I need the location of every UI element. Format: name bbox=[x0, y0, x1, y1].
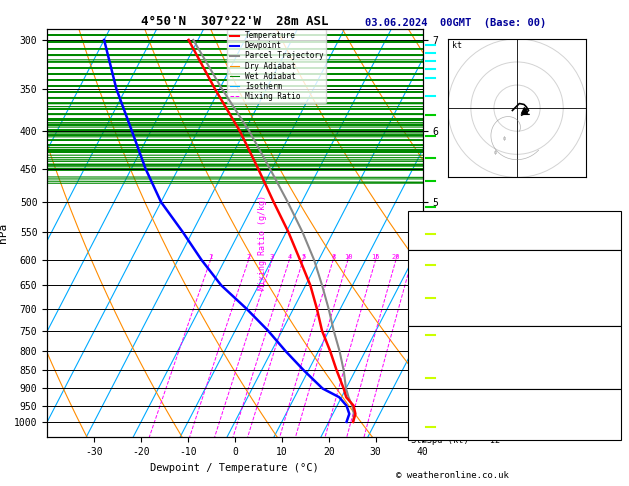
Text: StmDir      128°: StmDir 128° bbox=[411, 424, 495, 434]
Text: 15: 15 bbox=[371, 254, 380, 260]
Text: Pressure (mb) 975: Pressure (mb) 975 bbox=[411, 338, 500, 347]
Text: StmSpd (kt)    12: StmSpd (kt) 12 bbox=[411, 436, 500, 445]
Text: Temp (°C)      25.2: Temp (°C) 25.2 bbox=[411, 262, 511, 272]
Text: Surface: Surface bbox=[496, 253, 533, 262]
Text: θₑ(K)           350: θₑ(K) 350 bbox=[411, 286, 511, 295]
Text: Lifted Index   -2: Lifted Index -2 bbox=[411, 361, 500, 370]
Text: 8: 8 bbox=[331, 254, 335, 260]
Text: CAPE (J)       501: CAPE (J) 501 bbox=[411, 309, 505, 318]
Text: 20: 20 bbox=[392, 254, 400, 260]
Legend: Temperature, Dewpoint, Parcel Trajectory, Dry Adiabat, Wet Adiabat, Isotherm, Mi: Temperature, Dewpoint, Parcel Trajectory… bbox=[228, 29, 326, 104]
Text: Dewp (°C)      23.8: Dewp (°C) 23.8 bbox=[411, 274, 511, 283]
Text: Most Unstable: Most Unstable bbox=[479, 329, 550, 338]
Text: Hodograph: Hodograph bbox=[491, 392, 538, 401]
Text: θₑ (K)         351: θₑ (K) 351 bbox=[411, 349, 505, 359]
Text: 10: 10 bbox=[343, 254, 352, 260]
Text: CIN (J)        2: CIN (J) 2 bbox=[411, 384, 495, 394]
Text: CIN (J)        22: CIN (J) 22 bbox=[411, 321, 500, 330]
Text: 25: 25 bbox=[408, 254, 416, 260]
Text: kt: kt bbox=[452, 41, 462, 50]
Y-axis label: hPa: hPa bbox=[0, 223, 8, 243]
Text: 03.06.2024  00GMT  (Base: 00): 03.06.2024 00GMT (Base: 00) bbox=[365, 18, 547, 28]
X-axis label: Dewpoint / Temperature (°C): Dewpoint / Temperature (°C) bbox=[150, 463, 320, 473]
Text: 1: 1 bbox=[208, 254, 213, 260]
Text: SREH           18: SREH 18 bbox=[411, 413, 500, 422]
Text: 2: 2 bbox=[247, 254, 251, 260]
Text: 5: 5 bbox=[301, 254, 305, 260]
Text: CAPE (J)       501: CAPE (J) 501 bbox=[411, 373, 505, 382]
Text: 4: 4 bbox=[287, 254, 291, 260]
Text: ф: ф bbox=[503, 137, 506, 141]
Text: Mixing Ratio (g/kg): Mixing Ratio (g/kg) bbox=[259, 195, 267, 291]
Text: © weatheronline.co.uk: © weatheronline.co.uk bbox=[396, 471, 509, 480]
Text: K              29: K 29 bbox=[411, 213, 500, 223]
Text: 3: 3 bbox=[270, 254, 274, 260]
Text: EH             -15: EH -15 bbox=[411, 401, 505, 410]
Text: PW (cm)        5.46: PW (cm) 5.46 bbox=[411, 237, 511, 246]
Title: 4°50'N  307°22'W  28m ASL: 4°50'N 307°22'W 28m ASL bbox=[141, 15, 328, 28]
Y-axis label: km
ASL: km ASL bbox=[455, 225, 477, 242]
Text: ф: ф bbox=[494, 150, 497, 156]
Text: Lifted Index   -1: Lifted Index -1 bbox=[411, 297, 500, 307]
Text: Totals Totals  38: Totals Totals 38 bbox=[411, 225, 500, 234]
